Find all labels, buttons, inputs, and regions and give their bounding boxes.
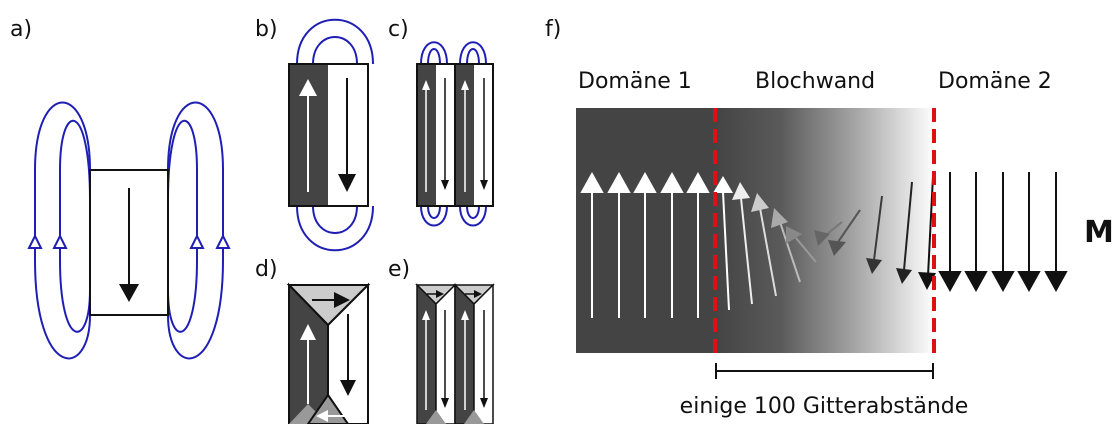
arrows-e — [422, 290, 488, 410]
domain-1-arrows — [580, 171, 710, 318]
panel-e: e) — [388, 257, 495, 425]
arrows-d — [300, 292, 356, 422]
domain-2-arrows — [938, 172, 1068, 293]
panel-c-label: c) — [388, 17, 409, 42]
magnetization-arrow-a — [119, 188, 139, 302]
panel-d-label: d) — [255, 257, 278, 282]
panel-c: c) — [388, 17, 494, 227]
field-arrow-icon — [27, 233, 43, 249]
panel-e-label: e) — [388, 257, 410, 282]
bloch-wall-label: Blochwand — [755, 69, 875, 94]
bloch-wall-region — [715, 108, 935, 353]
down-arrow-b — [338, 78, 356, 192]
field-arrow-icon — [189, 233, 205, 249]
domain-1-label: Domäne 1 — [578, 69, 692, 94]
panel-b: b) — [255, 17, 374, 252]
panel-d: d) — [255, 257, 371, 425]
domain-2-label: Domäne 2 — [938, 69, 1052, 94]
field-arrow-icon — [52, 233, 68, 249]
field-arrow-icon — [215, 233, 231, 249]
bloch-wall-rotating-arrows — [713, 175, 936, 311]
field-lines-c — [420, 41, 487, 227]
scale-bar — [715, 363, 934, 379]
panel-a: a) — [10, 17, 231, 360]
panel-b-label: b) — [255, 17, 278, 42]
field-lines-a — [34, 101, 224, 360]
magnetization-label: M — [1084, 215, 1114, 250]
panel-a-label: a) — [10, 17, 32, 42]
panel-f: f) Domäne 1 Blochwand Domäne 2 — [545, 17, 1114, 419]
arrows-c — [422, 78, 488, 192]
up-arrow-b — [299, 79, 317, 192]
scale-bar-label: einige 100 Gitterabstände — [680, 394, 969, 419]
panel-f-label: f) — [545, 17, 561, 42]
field-lines-b — [296, 18, 374, 252]
field-direction-arrows-a — [27, 233, 231, 249]
